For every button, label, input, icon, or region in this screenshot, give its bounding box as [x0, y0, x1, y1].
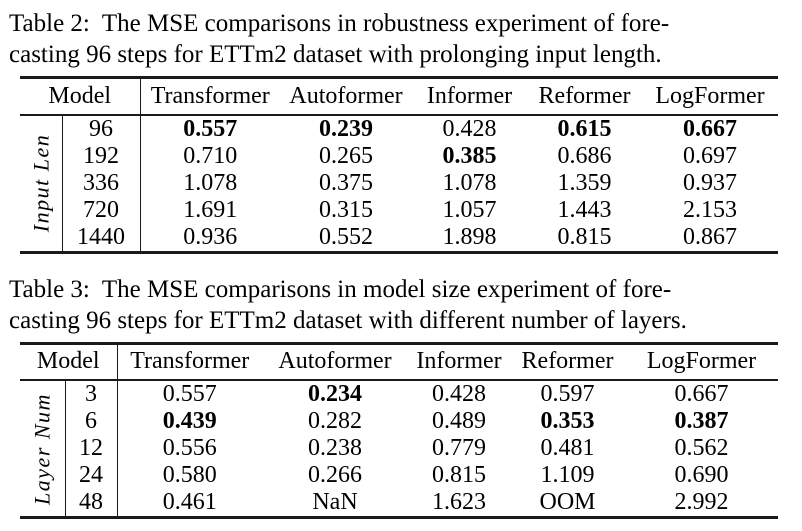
value-cell: 0.481: [540, 435, 595, 461]
value-cell: 0.697: [683, 142, 738, 169]
results-table-section: Table 3: The MSE comparisons in model si…: [0, 274, 802, 519]
value-cell: 0.615: [557, 115, 612, 142]
value-cell: 0.557: [162, 381, 217, 407]
value-cell: 0.580: [162, 462, 217, 488]
row-label-cell: 24: [65, 462, 118, 489]
value-cell: 0.387: [674, 408, 729, 434]
value-cell: NaN: [312, 489, 358, 515]
value-cell: 1.359: [557, 169, 612, 196]
table-row: Layer Num 3 0.557 0.234 0.428 0.597 0.667: [20, 380, 778, 518]
value-cell: 0.937: [683, 169, 738, 196]
value-cell: 0.867: [683, 223, 738, 250]
caption-line-2: casting 96 steps for ETTm2 dataset with …: [9, 306, 687, 334]
value-cell: 0.265: [319, 142, 374, 169]
model-column-header: Autoformer: [280, 77, 413, 116]
row-group-label-cell: Input Len: [20, 114, 63, 252]
model-column-header: Informer: [408, 343, 511, 381]
value-cell: 0.686: [557, 142, 612, 169]
model-column-header: Informer: [412, 77, 528, 116]
value-cell: 0.461: [162, 489, 217, 515]
table-row: 192 0.710 0.265 0.385 0.686 0.697: [20, 142, 778, 170]
value-cell: 0.238: [308, 435, 363, 461]
value-cell: 1.109: [540, 462, 595, 488]
row-label-cell: 336: [62, 169, 141, 197]
value-cell: 0.690: [674, 462, 729, 488]
table-row: 24 0.580 0.266 0.815 1.109 0.690: [20, 462, 778, 489]
value-cell: 0.936: [183, 223, 238, 250]
table-caption: Table 3: The MSE comparisons in model si…: [0, 274, 802, 336]
value-cell: 2.153: [683, 196, 738, 223]
value-cell: 0.428: [442, 115, 497, 142]
value-cell: 0.562: [674, 435, 729, 461]
value-cell: 0.428: [432, 381, 487, 407]
row-group-label: Layer Num: [29, 392, 55, 505]
value-cell: 0.234: [308, 381, 363, 407]
row-group-label-cell: Layer Num: [20, 380, 66, 518]
value-cell: 0.353: [540, 408, 595, 434]
value-cell: OOM: [539, 489, 596, 515]
row-label-cell: 3: [65, 380, 118, 408]
value-cell: 1.057: [442, 196, 497, 223]
value-cell: 1.691: [183, 196, 238, 223]
value-cell: 0.439: [162, 408, 217, 434]
row-label-cell: 1440: [62, 223, 141, 252]
table-row: 336 1.078 0.375 1.078 1.359 0.937: [20, 169, 778, 197]
row-label-cell: 12: [65, 435, 118, 462]
table-row: 48 0.461 NaN 1.623 OOM 2.992: [20, 489, 778, 518]
value-cell: 0.667: [683, 115, 738, 142]
value-cell: 0.557: [183, 115, 238, 142]
value-cell: 0.489: [432, 408, 487, 434]
value-cell: 0.282: [308, 408, 363, 434]
value-cell: 0.239: [319, 115, 374, 142]
row-group-label: Input Len: [28, 133, 54, 233]
value-cell: 0.710: [183, 142, 238, 169]
value-cell: 1.443: [557, 196, 612, 223]
row-label-cell: 6: [65, 408, 118, 435]
table-row: 720 1.691 0.315 1.057 1.443 2.153: [20, 196, 778, 224]
value-cell: 0.597: [540, 381, 595, 407]
value-cell: 2.992: [674, 489, 729, 515]
model-header-cell: Model: [20, 343, 118, 381]
value-cell: 0.815: [432, 462, 487, 488]
caption-line-1: Table 2: The MSE comparisons in robustne…: [9, 10, 670, 37]
value-cell: 0.385: [442, 142, 497, 169]
value-cell: 0.779: [432, 435, 487, 461]
value-cell: 0.667: [674, 381, 729, 407]
table-caption: Table 2: The MSE comparisons in robustne…: [0, 8, 802, 70]
row-label-cell: 720: [62, 196, 141, 224]
mse-comparison-table: Model Transformer Autoformer Informer Refor…: [20, 76, 779, 254]
value-cell: 1.078: [183, 169, 238, 196]
table-row: 12 0.556 0.238 0.779 0.481 0.562: [20, 435, 778, 462]
model-column-header: Autoformer: [262, 343, 409, 381]
table-row: 6 0.439 0.282 0.489 0.353 0.387: [20, 408, 778, 435]
mse-comparison-table: Model Transformer Autoformer Informer Refor…: [20, 341, 779, 519]
value-cell: 0.315: [319, 196, 374, 223]
paper-tables-region: Table 2: The MSE comparisons in robustne…: [0, 8, 802, 519]
model-column-header: Transformer: [140, 77, 281, 116]
model-column-header: Transformer: [117, 343, 263, 381]
value-cell: 1.078: [442, 169, 497, 196]
header-row: Model Transformer Autoformer Informer Refor…: [20, 343, 779, 381]
caption-line-1: Table 3: The MSE comparisons in model si…: [9, 275, 672, 303]
value-cell: 0.815: [557, 223, 612, 250]
value-cell: 0.552: [319, 223, 374, 250]
value-cell: 0.266: [308, 462, 363, 488]
value-cell: 0.556: [162, 435, 217, 461]
model-header-cell: Model: [20, 77, 141, 116]
value-cell: 1.623: [432, 489, 487, 515]
row-label-cell: 48: [65, 489, 118, 518]
model-column-header: LogFormer: [625, 343, 779, 381]
results-table-section: Table 2: The MSE comparisons in robustne…: [0, 8, 802, 254]
model-column-header: LogFormer: [642, 77, 779, 116]
header-row: Model Transformer Autoformer Informer Refor…: [20, 77, 779, 116]
model-column-header: Reformer: [527, 77, 643, 116]
table-row: 1440 0.936 0.552 1.898 0.815 0.867: [20, 223, 778, 252]
row-label-cell: 192: [62, 142, 141, 170]
row-label-cell: 96: [62, 114, 141, 143]
table-row: Input Len 96 0.557 0.239 0.428 0.615 0.667: [20, 114, 778, 252]
caption-line-2: casting 96 steps for ETTm2 dataset with …: [9, 41, 662, 68]
value-cell: 0.375: [319, 169, 374, 196]
value-cell: 1.898: [442, 223, 497, 250]
model-column-header: Reformer: [510, 343, 626, 381]
